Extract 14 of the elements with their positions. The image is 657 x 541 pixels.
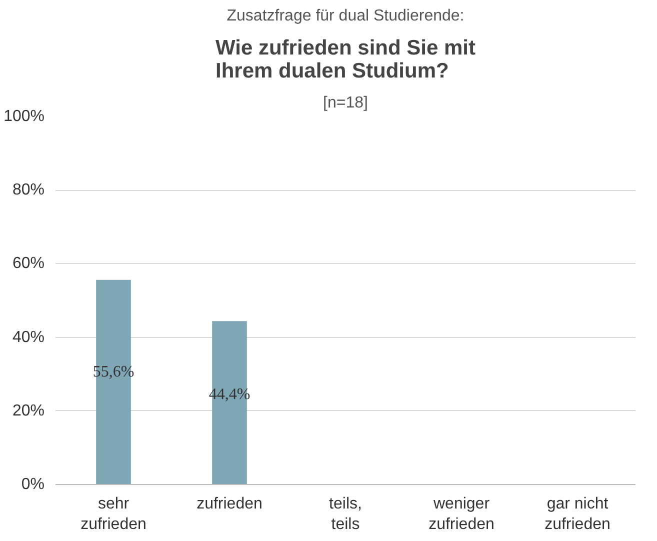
x-tick-label: teils, teils — [329, 496, 362, 533]
x-tick-label: weniger zufrieden — [428, 496, 494, 533]
chart-subtitle: [n=18] — [323, 94, 368, 112]
y-tick-label: 100% — [4, 108, 44, 125]
y-tick-label: 40% — [12, 328, 45, 346]
y-tick-label: 0% — [21, 476, 44, 493]
x-tick-label: sehr zufrieden — [80, 496, 146, 533]
x-tick-label: gar nicht zufrieden — [544, 496, 610, 533]
text: Zusatzfrage für dual Studierende: — [226, 8, 464, 24]
y-tick-label: 20% — [12, 402, 45, 420]
y-tick-label: 80% — [12, 182, 45, 199]
chart-title: Wie zufrieden sind Sie mit Ihrem dualen Studium? — [215, 36, 476, 82]
x-tick-label: zufrieden — [196, 496, 262, 512]
y-tick-label: 60% — [12, 255, 45, 272]
